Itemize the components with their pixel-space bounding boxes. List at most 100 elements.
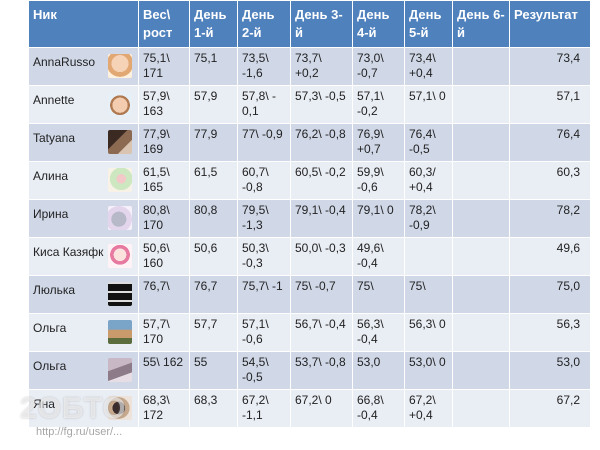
day6-cell [452, 161, 510, 200]
day6-cell [452, 199, 510, 238]
avatar [108, 130, 132, 154]
header-nick: Ник [28, 0, 139, 48]
day3-cell: 50,0\ -0,3 [290, 237, 353, 276]
avatar [108, 320, 132, 344]
day1-cell: 68,3 [189, 389, 238, 428]
weight-cell: 76,7\ [138, 275, 190, 314]
day1-cell: 80,8 [189, 199, 238, 238]
day3-cell: 57,3\ -0,5 [290, 85, 353, 124]
day3-cell: 79,1\ -0,4 [290, 199, 353, 238]
day3-cell: 75\ -0,7 [290, 275, 353, 314]
table-row: Люлька 76,7\ 76,7 75,7\ -1 75\ -0,7 75\ … [28, 275, 591, 314]
day2-cell: 57,1\ -0,6 [237, 313, 291, 352]
table-row: Ольга 57,7\ 170 57,7 57,1\ -0,6 56,7\ -0… [28, 313, 591, 352]
day5-cell: 56,3\ 0 [404, 313, 453, 352]
nick-name: Tatyana [33, 131, 76, 145]
header-day4: День 4-й [352, 0, 405, 48]
result-cell: 56,3 [509, 313, 591, 352]
day4-cell: 49,6\ -0,4 [352, 237, 405, 276]
day2-cell: 50,3\ -0,3 [237, 237, 291, 276]
result-cell: 78,2 [509, 199, 591, 238]
day5-cell: 73,4\ +0,4 [404, 47, 453, 86]
header-day2: День 2-й [237, 0, 291, 48]
day6-cell [452, 275, 510, 314]
table-row: Киса Казяфкина 50,6\ 160 50,6 50,3\ -0,3… [28, 237, 591, 276]
day5-cell: 75\ [404, 275, 453, 314]
day1-cell: 75,1 [189, 47, 238, 86]
day5-cell [404, 237, 453, 276]
nick-cell: Киса Казяфкина [28, 237, 139, 276]
avatar [108, 206, 132, 230]
weight-cell: 77,9\ 169 [138, 123, 190, 162]
nick-name: Ирина [33, 207, 69, 221]
nick-name: Annette [33, 93, 75, 107]
nick-cell: AnnaRusso [28, 47, 139, 86]
results-table: Ник Вес\ рост День 1-й День 2-й День 3-й… [28, 0, 591, 428]
table-row: Ирина 80,8\ 170 80,8 79,5\ -1,3 79,1\ -0… [28, 199, 591, 238]
day3-cell: 73,7\ +0,2 [290, 47, 353, 86]
result-cell: 76,4 [509, 123, 591, 162]
day1-cell: 57,7 [189, 313, 238, 352]
day2-cell: 75,7\ -1 [237, 275, 291, 314]
day2-cell: 67,2\ -1,1 [237, 389, 291, 428]
header-day3: День 3-й [290, 0, 353, 48]
table-row: Ольга 55\ 162 55 54,5\ -0,5 53,7\ -0,8 5… [28, 351, 591, 390]
table-row: Annette 57,9\ 163 57,9 57,8\ - 0,1 57,3\… [28, 85, 591, 124]
day4-cell: 59,9\ -0,6 [352, 161, 405, 200]
day4-cell: 53,0 [352, 351, 405, 390]
weight-cell: 61,5\ 165 [138, 161, 190, 200]
day6-cell [452, 351, 510, 390]
nick-name: Алина [33, 169, 69, 183]
header-day5: День 5-й [404, 0, 453, 48]
weight-cell: 50,6\ 160 [138, 237, 190, 276]
table-row: AnnaRusso 75,1\ 171 75,1 73,5\ -1,6 73,7… [28, 47, 591, 86]
header-day6: День 6-й [452, 0, 510, 48]
nick-name: Люлька [33, 283, 76, 297]
result-cell: 75,0 [509, 275, 591, 314]
weight-cell: 55\ 162 [138, 351, 190, 390]
nick-name: Ольга [33, 321, 67, 335]
day1-cell: 50,6 [189, 237, 238, 276]
table-row: Алина 61,5\ 165 61,5 60,7\ -0,8 60,5\ -0… [28, 161, 591, 200]
nick-cell: Tatyana [28, 123, 139, 162]
day5-cell: 78,2\ -0,9 [404, 199, 453, 238]
avatar [108, 358, 132, 382]
day3-cell: 60,5\ -0,2 [290, 161, 353, 200]
header-result: Результат [509, 0, 591, 48]
day2-cell: 77\ -0,9 [237, 123, 291, 162]
nick-name: AnnaRusso [33, 55, 96, 69]
result-cell: 73,4 [509, 47, 591, 86]
day2-cell: 57,8\ - 0,1 [237, 85, 291, 124]
nick-cell: Ирина [28, 199, 139, 238]
nick-cell: Яна [28, 389, 139, 428]
day1-cell: 57,9 [189, 85, 238, 124]
day4-cell: 73,0\ -0,7 [352, 47, 405, 86]
day6-cell [452, 389, 510, 428]
weight-cell: 57,7\ 170 [138, 313, 190, 352]
result-cell: 60,3 [509, 161, 591, 200]
nick-cell: Annette [28, 85, 139, 124]
day3-cell: 53,7\ -0,8 [290, 351, 353, 390]
avatar [108, 244, 132, 268]
avatar [108, 282, 132, 306]
header-weight: Вес\ рост [138, 0, 190, 48]
weight-cell: 57,9\ 163 [138, 85, 190, 124]
nick-name: Ольга [33, 359, 67, 373]
day6-cell [452, 313, 510, 352]
day4-cell: 57,1\ -0,2 [352, 85, 405, 124]
nick-cell: Ольга [28, 351, 139, 390]
day1-cell: 55 [189, 351, 238, 390]
avatar [108, 54, 132, 78]
day6-cell [452, 85, 510, 124]
day4-cell: 66,8\ -0,4 [352, 389, 405, 428]
day6-cell [452, 237, 510, 276]
day4-cell: 79,1\ 0 [352, 199, 405, 238]
weight-cell: 80,8\ 170 [138, 199, 190, 238]
day5-cell: 67,2\ +0,4 [404, 389, 453, 428]
day4-cell: 56,3\ -0,4 [352, 313, 405, 352]
day2-cell: 73,5\ -1,6 [237, 47, 291, 86]
day5-cell: 76,4\ -0,5 [404, 123, 453, 162]
avatar [108, 168, 132, 192]
result-cell: 53,0 [509, 351, 591, 390]
day5-cell: 60,3/ +0,4 [404, 161, 453, 200]
